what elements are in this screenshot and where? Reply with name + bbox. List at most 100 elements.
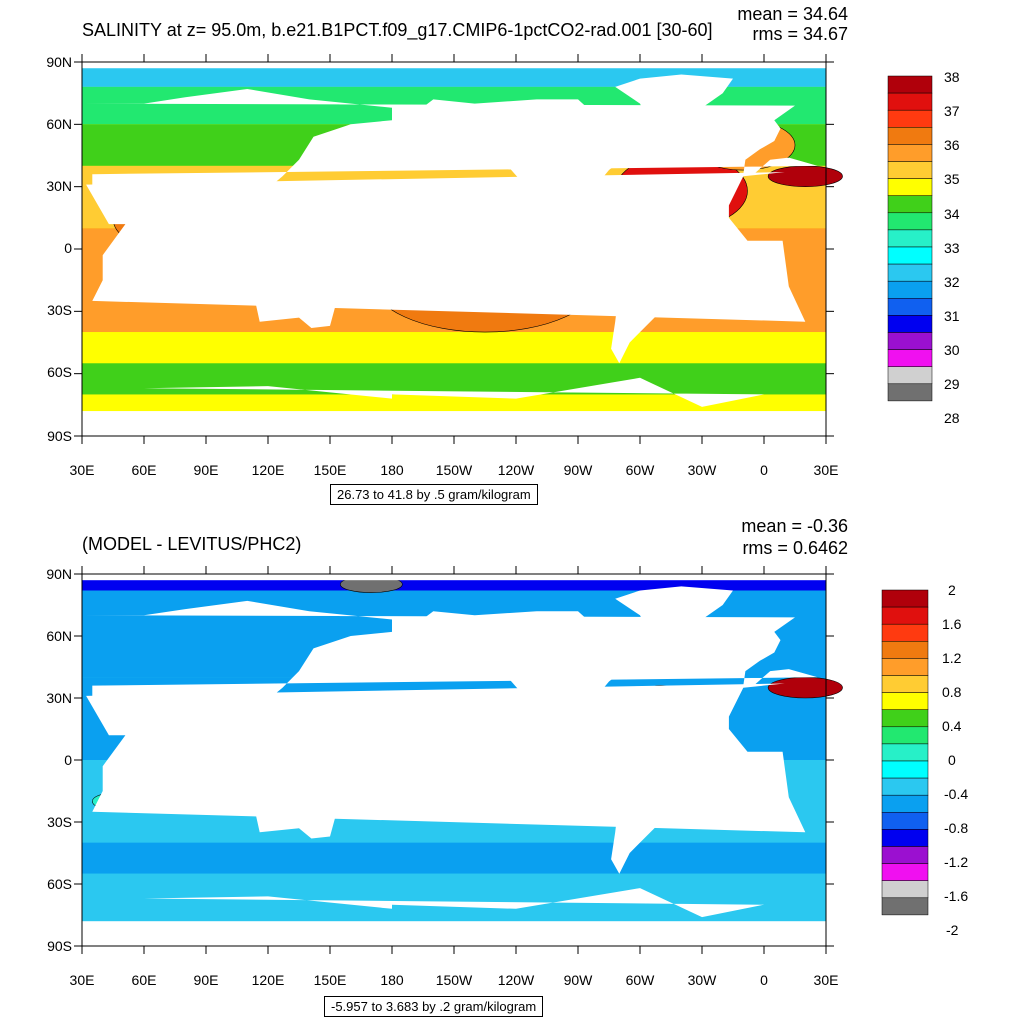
panel-2-title: (MODEL - LEVITUS/PHC2) (82, 534, 302, 554)
panel-2-colorbar-label: 2 (948, 582, 956, 598)
panel-2-xtick: 90E (193, 972, 219, 988)
panel-1-mean: mean = 34.64 (737, 4, 848, 24)
panel-2-ytick: 90S (47, 938, 72, 954)
colorbar-swatch (887, 383, 933, 402)
polar-mask-south (82, 921, 826, 946)
colorbar-swatch (881, 897, 929, 916)
panel-1-rms: rms = 34.67 (752, 24, 848, 44)
panel-1-contour-info: 26.73 to 41.8 by .5 gram/kilogram (330, 484, 538, 505)
land-greenland (615, 74, 733, 125)
panel-1-xtick: 30W (687, 462, 717, 478)
panel-2-colorbar-label: -0.4 (944, 786, 969, 802)
panel-2-rms: rms = 0.6462 (742, 538, 848, 558)
panel-1-xtick: 30E (813, 462, 839, 478)
panel-2-ytick: 90N (46, 566, 72, 582)
land-south-america (596, 739, 692, 874)
panel-2-colorbar-label: -0.8 (944, 820, 969, 836)
panel-1-ytick: 60N (46, 116, 72, 132)
colorbar-swatch (881, 623, 929, 642)
panel-1-xtick: 90E (193, 462, 219, 478)
panel-1-colorbar-label: 38 (944, 69, 960, 85)
land-eurasia (82, 89, 818, 233)
panel-2-xtick: 180 (380, 972, 404, 988)
panel-2-ytick: 60S (47, 876, 72, 892)
panel-2-colorbar-label: -1.6 (944, 888, 969, 904)
colorbar-swatch (881, 675, 929, 693)
panel-2-ytick: 30N (46, 690, 72, 706)
panel-1-xtick: 150W (435, 462, 473, 478)
panel-1-map (74, 54, 843, 444)
land-antarctica (144, 888, 764, 946)
panel-1-ytick: 30S (47, 302, 72, 318)
panel-2-xtick: 60E (131, 972, 157, 988)
panel-1-colorbar (887, 75, 933, 402)
colorbar-swatch (881, 658, 929, 676)
polar-mask-north (82, 62, 826, 69)
colorbar-swatch (881, 829, 929, 847)
land-south-america (596, 228, 692, 364)
colorbar-swatch (881, 794, 929, 813)
panel-1-colorbar-label: 32 (944, 274, 960, 290)
colorbar-swatch (881, 880, 929, 899)
panel-2-colorbar-label: -1.2 (944, 854, 969, 870)
colorbar-swatch (881, 777, 929, 796)
salinity-region (767, 677, 843, 699)
panel-2-colorbar-label: 0 (948, 752, 956, 768)
ocean-band (82, 332, 826, 364)
panel-1-xtick: 150E (313, 462, 347, 478)
panel-2-xtick: 60W (625, 972, 655, 988)
panel-2-xtick: 90W (563, 972, 593, 988)
panel-1-land-mask (82, 62, 826, 436)
panel-1-xtick: 180 (380, 462, 404, 478)
panel-2-colorbar-label: 1.2 (942, 650, 962, 666)
panel-2-colorbar-label: 0.4 (942, 718, 962, 734)
land-eurasia (82, 600, 818, 744)
panel-2-land-mask (82, 574, 826, 946)
panel-1-xtick: 30E (69, 462, 95, 478)
panel-1-xtick: 90W (563, 462, 593, 478)
panel-2-xtick: 150W (435, 972, 473, 988)
panel-2-colorbar-label: 1.6 (942, 616, 962, 632)
panel-2-contour-info: -5.957 to 3.683 by .2 gram/kilogram (324, 996, 544, 1017)
panel-1-xtick: 60E (131, 462, 157, 478)
land-greenland (615, 586, 733, 636)
panel-1-colorbar-label: 34 (944, 206, 960, 222)
panel-2-xtick: 150E (313, 972, 347, 988)
colorbar-swatch (881, 709, 929, 728)
panel-1-colorbar-label: 28 (944, 410, 960, 426)
land-australia (255, 782, 337, 839)
panel-2-xtick: 30E (69, 972, 95, 988)
colorbar-swatch (881, 863, 929, 881)
panel-1-axis-ticks (74, 54, 834, 444)
land-australia (255, 271, 337, 328)
panel-1-ytick: 60S (47, 364, 72, 380)
colorbar-swatch (881, 760, 929, 779)
polar-mask-north (82, 574, 826, 581)
panel-2-colorbar (881, 589, 929, 916)
panel-1-xtick: 60W (625, 462, 655, 478)
panel-1-xtick: 120W (497, 462, 535, 478)
panel-1-colorbar-label: 35 (944, 171, 960, 187)
panel-2-ytick: 60N (46, 628, 72, 644)
panel-2-ytick: 30S (47, 814, 72, 830)
colorbar-swatch (881, 743, 929, 762)
panel-1-ytick: 0 (64, 240, 72, 256)
panel-1-xtick: 0 (760, 462, 768, 478)
land-indonesia (216, 749, 310, 779)
panel-2-xtick: 30E (813, 972, 839, 988)
colorbar-swatch (881, 692, 929, 710)
land-antarctica (144, 377, 764, 436)
panel-1-colorbar-label: 30 (944, 342, 960, 358)
colorbar-swatch (881, 589, 929, 608)
land-north-america (416, 99, 651, 233)
panel-1-ytick: 90N (46, 54, 72, 70)
panel-2-colorbar-label: -2 (946, 922, 959, 938)
panel-1-colorbar-label: 36 (944, 137, 960, 153)
ocean-band (82, 842, 826, 874)
panel-1-ytick: 30N (46, 178, 72, 194)
panel-1-colorbar-label: 33 (944, 240, 960, 256)
ocean-band (82, 363, 826, 395)
colorbar-swatch (881, 726, 929, 745)
panel-1-xtick: 120E (251, 462, 285, 478)
panel-1-ytick: 90S (47, 428, 72, 444)
